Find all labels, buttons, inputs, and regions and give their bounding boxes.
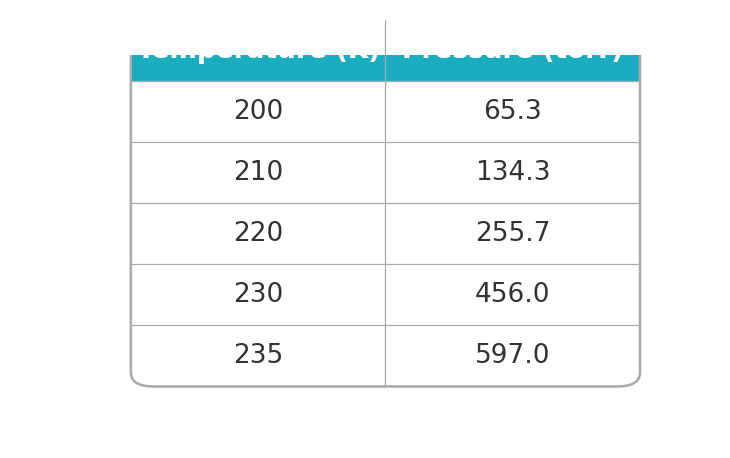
- Text: 210: 210: [233, 160, 283, 186]
- Text: 235: 235: [233, 343, 283, 369]
- Text: 220: 220: [233, 221, 283, 247]
- Text: 597.0: 597.0: [475, 343, 550, 369]
- Text: 134.3: 134.3: [475, 160, 550, 186]
- Text: 230: 230: [233, 282, 283, 308]
- Text: 255.7: 255.7: [475, 221, 550, 247]
- Text: Temperature (K): Temperature (K): [137, 38, 380, 64]
- Text: 200: 200: [233, 99, 283, 125]
- Text: Pressure (torr): Pressure (torr): [402, 38, 623, 64]
- Text: 456.0: 456.0: [475, 282, 550, 308]
- Text: 65.3: 65.3: [483, 99, 542, 125]
- Bar: [131, 20, 640, 82]
